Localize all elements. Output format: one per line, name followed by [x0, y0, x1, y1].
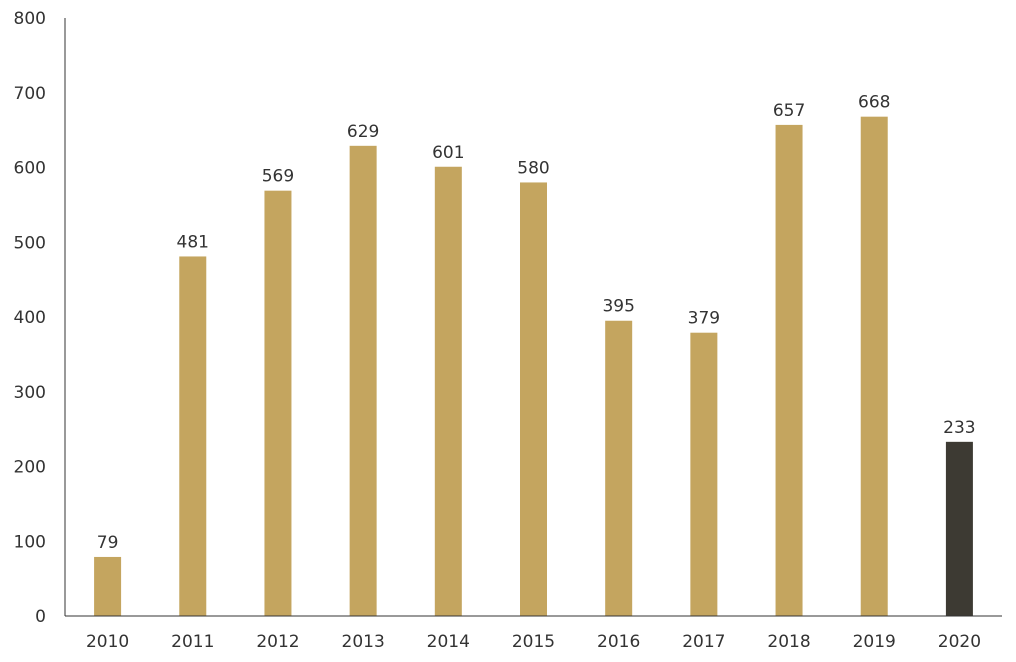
bar-2016: [605, 320, 633, 616]
y-tick-label: 0: [35, 607, 46, 627]
x-axis-ticks: 2010 2011 2012 2013 2014 2015 2016 2017 2018 2019…: [86, 632, 981, 652]
data-label-2011: 481: [177, 232, 209, 252]
y-tick-label: 700: [14, 84, 46, 104]
x-tick-label-2019: 2019: [853, 632, 896, 652]
data-label-2019: 668: [858, 93, 890, 113]
bar-2010: [94, 556, 122, 616]
x-tick-label-2018: 2018: [767, 632, 810, 652]
x-tick-label-2017: 2017: [682, 632, 725, 652]
data-label-2010: 79: [97, 533, 119, 553]
data-label-2012: 569: [262, 167, 294, 187]
y-tick-label: 500: [14, 233, 46, 253]
data-label-2015: 580: [517, 158, 549, 178]
bar-2017: [690, 332, 718, 616]
y-tick-label: 400: [14, 308, 46, 328]
bar-2011: [179, 256, 207, 616]
data-label-2013: 629: [347, 122, 379, 142]
y-tick-label: 200: [14, 458, 46, 478]
y-tick-label: 600: [14, 159, 46, 179]
bar-2012: [264, 190, 292, 617]
data-label-2016: 395: [602, 297, 634, 317]
x-tick-label-2012: 2012: [256, 632, 299, 652]
data-labels: 79 481 569 629 601 580 395 379 657 668 233: [97, 93, 976, 553]
x-tick-label-2020: 2020: [938, 632, 981, 652]
x-tick-label-2015: 2015: [512, 632, 555, 652]
data-label-2014: 601: [432, 143, 464, 163]
x-tick-label-2016: 2016: [597, 632, 640, 652]
bar-2019: [860, 116, 888, 617]
data-label-2017: 379: [688, 309, 720, 329]
bar-2020: [945, 441, 973, 616]
bar-2015: [520, 182, 547, 616]
y-tick-label: 100: [14, 532, 46, 552]
x-tick-label-2014: 2014: [427, 632, 470, 652]
data-label-2020: 233: [943, 418, 975, 438]
data-label-2018: 657: [773, 101, 805, 121]
x-tick-label-2013: 2013: [342, 632, 385, 652]
y-tick-label: 300: [14, 383, 46, 403]
x-tick-label-2010: 2010: [86, 632, 129, 652]
bars: [94, 116, 973, 617]
y-tick-label: 800: [14, 9, 46, 29]
x-tick-label-2011: 2011: [171, 632, 214, 652]
bar-2018: [775, 124, 803, 616]
bar-2014: [434, 166, 462, 616]
bar-2013: [349, 145, 377, 616]
y-axis-ticks: 0 100 200 300 400 500 600 700 800: [14, 9, 46, 627]
